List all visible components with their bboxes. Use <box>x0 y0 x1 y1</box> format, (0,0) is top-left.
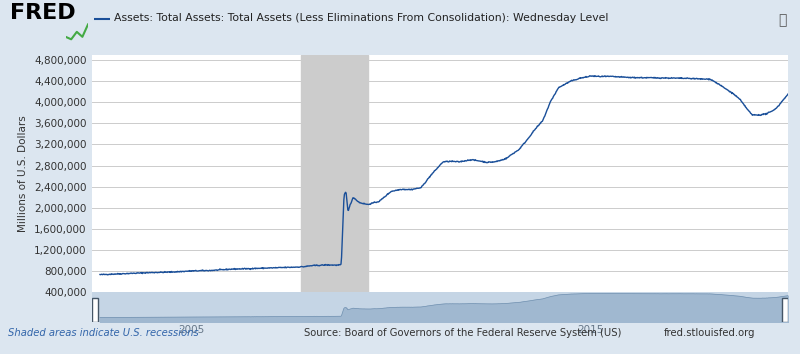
FancyBboxPatch shape <box>782 298 788 322</box>
Text: Shaded areas indicate U.S. recessions: Shaded areas indicate U.S. recessions <box>8 329 198 338</box>
Text: FRED: FRED <box>10 3 75 23</box>
Bar <box>302 55 368 292</box>
Y-axis label: Millions of U.S. Dollars: Millions of U.S. Dollars <box>18 115 28 232</box>
Text: fred.stlouisfed.org: fred.stlouisfed.org <box>664 329 755 338</box>
Text: Assets: Total Assets: Total Assets (Less Eliminations From Consolidation): Wedne: Assets: Total Assets: Total Assets (Less… <box>114 13 608 23</box>
Text: Source: Board of Governors of the Federal Reserve System (US): Source: Board of Governors of the Federa… <box>304 329 622 338</box>
FancyBboxPatch shape <box>92 298 98 322</box>
Text: ⛶: ⛶ <box>778 14 786 28</box>
